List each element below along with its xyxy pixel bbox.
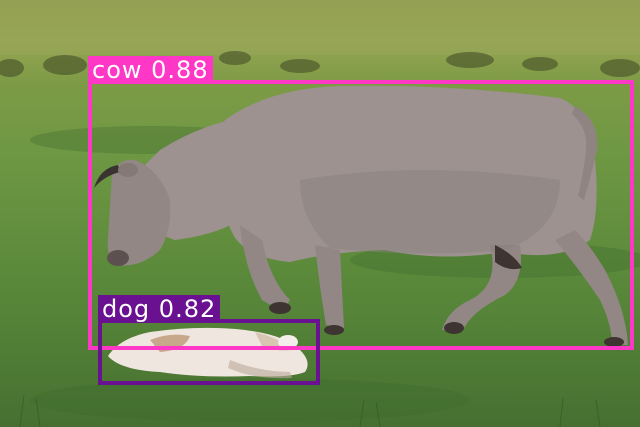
distant-shrubs xyxy=(0,51,640,77)
cow-detection-label: cow 0.88 xyxy=(88,56,213,84)
dog-detection-box xyxy=(98,319,320,385)
cow-detection-box xyxy=(88,80,634,350)
cow-confidence: 0.88 xyxy=(151,56,209,84)
dog-detection-label: dog 0.82 xyxy=(98,295,221,323)
dog-class: dog xyxy=(102,295,151,323)
dog-confidence: 0.82 xyxy=(158,295,217,323)
cow-class: cow xyxy=(92,56,143,84)
cow xyxy=(94,85,628,347)
